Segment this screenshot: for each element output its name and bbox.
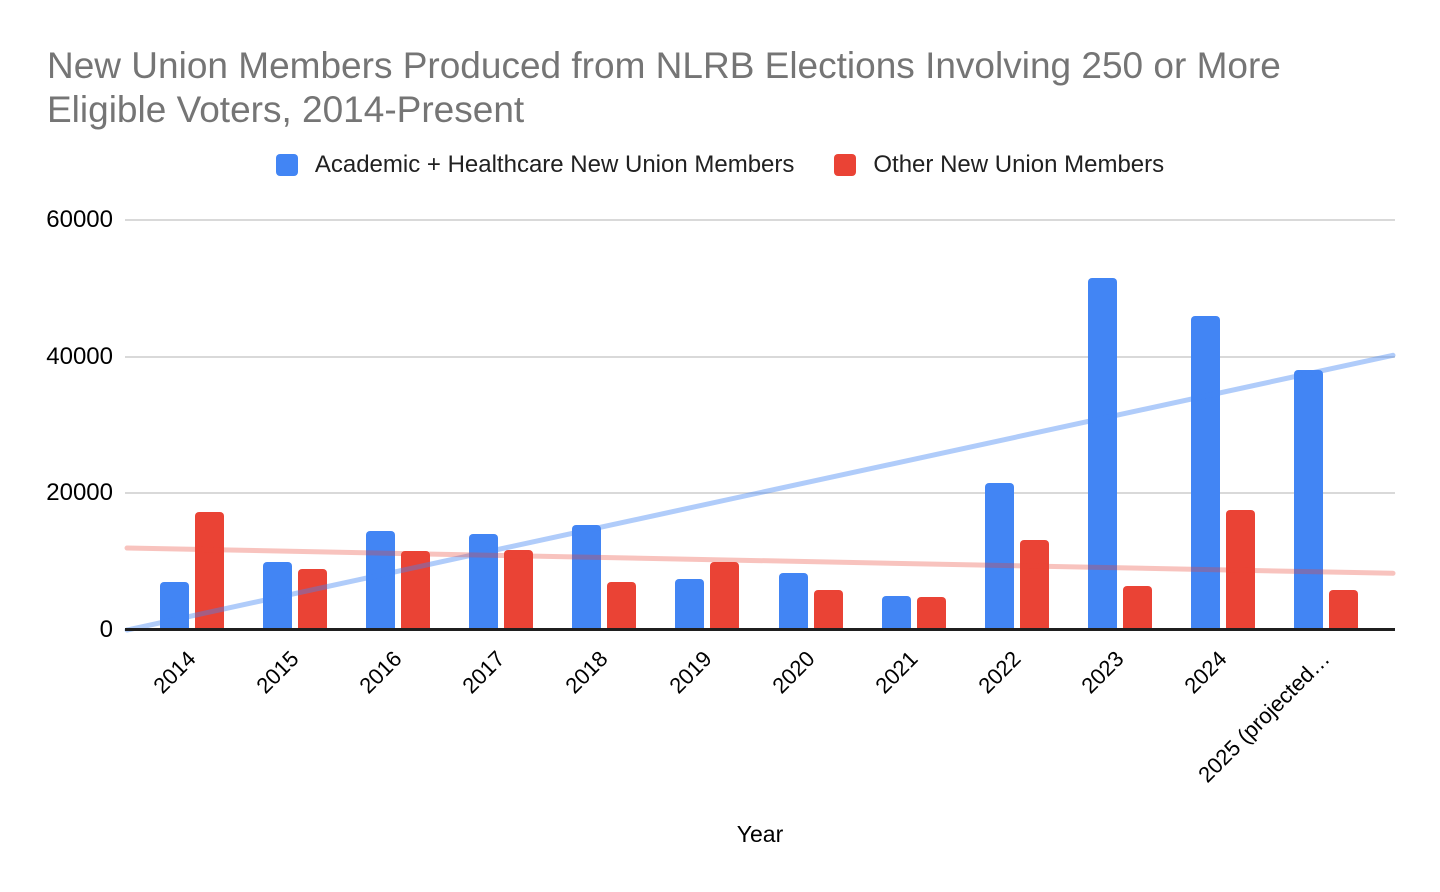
bar-group-2017 <box>450 220 553 630</box>
y-tick-20000: 20000 <box>46 479 113 507</box>
bar-academic-2022[interactable] <box>984 483 1014 630</box>
y-tick-0: 0 <box>99 616 113 643</box>
x-tick-2022: 2022 <box>973 646 1026 699</box>
bar-group-2022 <box>965 220 1068 630</box>
bar-academic-2015[interactable] <box>263 561 293 630</box>
x-tick-2017: 2017 <box>457 646 510 699</box>
chart-title: New Union Members Produced from NLRB Ele… <box>47 45 1281 131</box>
x-tick-2021: 2021 <box>870 646 923 699</box>
bar-academic-2014[interactable] <box>159 582 189 630</box>
legend-item-academic-healthcare[interactable]: Academic + Healthcare New Union Members <box>275 151 795 179</box>
legend-swatch-academic-healthcare-icon <box>275 154 298 176</box>
bar-academic-2024[interactable] <box>1190 315 1220 630</box>
x-axis-title: Year <box>736 821 784 847</box>
bar-group-2015 <box>244 220 347 630</box>
bar-academic-2020[interactable] <box>778 572 808 630</box>
bar-academic-2018[interactable] <box>572 524 602 630</box>
bar-group-2023 <box>1068 220 1171 630</box>
bar-other-2016[interactable] <box>401 550 431 630</box>
bar-other-2024[interactable] <box>1225 510 1255 630</box>
y-tick-60000: 60000 <box>46 206 113 233</box>
legend-swatch-other-icon <box>834 154 857 176</box>
x-axis-line <box>125 628 1395 631</box>
bar-academic-2017[interactable] <box>469 534 499 630</box>
gridline-60000 <box>125 219 1395 221</box>
gridline-20000 <box>125 492 1395 495</box>
bar-academic-2016[interactable] <box>366 530 396 630</box>
x-tick-2019: 2019 <box>663 646 717 699</box>
bar-other-2021[interactable] <box>916 597 946 630</box>
x-tick-2020: 2020 <box>766 646 820 699</box>
x-tick-2015: 2015 <box>251 646 304 699</box>
trendlines-layer <box>124 352 1396 633</box>
legend: Academic + Healthcare New Union Members … <box>0 151 1440 179</box>
bar-series <box>125 220 1395 630</box>
bar-group-2024 <box>1171 220 1274 630</box>
trendline-academic[interactable] <box>124 352 1396 633</box>
plot-area: 0 20000 40000 60000 2014 2015 2016 2017 2018 201… <box>46 206 1396 787</box>
y-tick-40000: 40000 <box>46 342 113 370</box>
bar-other-2017[interactable] <box>504 550 534 630</box>
bar-academic-2023[interactable] <box>1087 278 1117 630</box>
bar-other-2019[interactable] <box>710 561 740 630</box>
bar-other-2018[interactable] <box>607 582 637 630</box>
x-tick-2024: 2024 <box>1179 646 1232 699</box>
bar-group-2025-projected <box>1275 220 1378 630</box>
legend-item-other[interactable]: Other New Union Members <box>834 151 1164 179</box>
bar-group-2020 <box>759 220 862 630</box>
legend-label-academic-healthcare: Academic + Healthcare New Union Members <box>314 151 795 178</box>
bar-other-2023[interactable] <box>1122 586 1152 630</box>
bar-other-2022[interactable] <box>1019 540 1049 630</box>
bar-academic-2021[interactable] <box>881 595 911 630</box>
bar-group-2016 <box>347 220 450 630</box>
bar-group-2014 <box>140 220 243 630</box>
trendline-other[interactable] <box>124 545 1396 576</box>
bar-group-2021 <box>862 220 965 630</box>
bar-other-2015[interactable] <box>298 569 328 630</box>
bar-other-2020[interactable] <box>813 589 843 630</box>
gridline-40000 <box>125 355 1395 358</box>
x-tick-2014: 2014 <box>148 646 201 699</box>
x-tick-2018: 2018 <box>560 646 614 699</box>
bar-academic-2025-projected[interactable] <box>1294 370 1324 630</box>
bar-other-2025-projected[interactable] <box>1329 589 1359 630</box>
x-tick-2023: 2023 <box>1076 646 1129 699</box>
legend-label-other: Other New Union Members <box>873 151 1165 178</box>
bar-academic-2019[interactable] <box>675 579 705 630</box>
bar-group-2019 <box>656 220 759 630</box>
x-tick-2016: 2016 <box>354 646 407 699</box>
bar-other-2014[interactable] <box>194 512 224 630</box>
bar-group-2018 <box>553 220 656 630</box>
